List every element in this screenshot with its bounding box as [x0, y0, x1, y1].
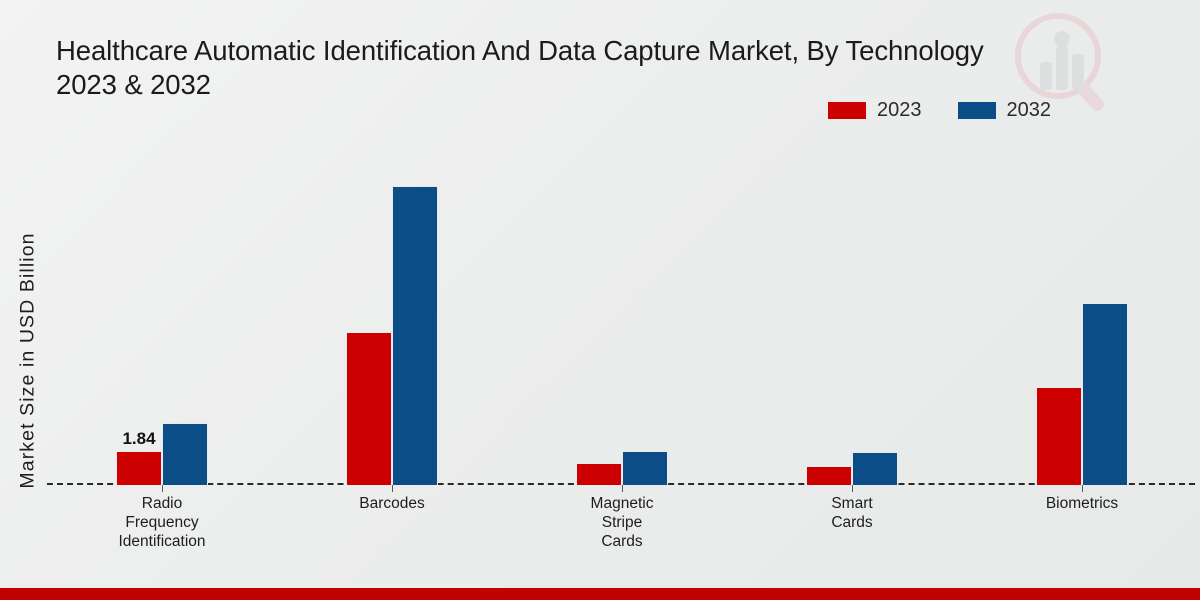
x-category-label-2: Magnetic Stripe Cards: [590, 495, 654, 550]
bar-group-3: Smart Cards: [737, 150, 967, 531]
bar-2032-1[interactable]: [392, 186, 438, 485]
bar-2032-2[interactable]: [622, 450, 668, 485]
bar-2023-2[interactable]: [576, 463, 622, 485]
plot-area: 1.84 Radio Frequency Identification Barc…: [47, 150, 1197, 550]
x-category-label-3: Smart Cards: [831, 495, 873, 531]
chart-legend: 2023 2032: [828, 100, 1051, 120]
bar-group-0: 1.84 Radio Frequency Identification: [47, 150, 277, 550]
bar-2023-1[interactable]: [346, 332, 392, 485]
bar-2032-0[interactable]: [162, 422, 208, 485]
y-axis-title: Market Size in USD Billion: [16, 232, 39, 489]
bar-2032-3[interactable]: [852, 452, 898, 485]
bar-2023-3[interactable]: [806, 466, 852, 485]
bar-2023-4[interactable]: [1036, 386, 1082, 485]
bar-2023-0[interactable]: 1.84: [116, 429, 162, 485]
chart-title: Healthcare Automatic Identification And …: [56, 35, 984, 100]
bar-2032-4[interactable]: [1082, 302, 1128, 485]
bar-group-2: Magnetic Stripe Cards: [507, 150, 737, 550]
bottom-accent-strip: [0, 588, 1200, 600]
x-category-label-0: Radio Frequency Identification: [118, 495, 206, 550]
legend-item-2032[interactable]: 2032: [957, 99, 1052, 121]
legend-label-2023: 2023: [877, 99, 922, 121]
legend-label-2032: 2032: [1006, 99, 1052, 121]
bar-group-1: Barcodes: [277, 150, 507, 512]
x-category-label-1: Barcodes: [359, 495, 425, 512]
x-tick-3: [852, 485, 853, 492]
bar-value-label-0: 1.84: [122, 428, 156, 448]
x-tick-4: [1082, 485, 1083, 492]
x-tick-2: [622, 485, 623, 492]
x-category-label-4: Biometrics: [1045, 495, 1119, 512]
legend-swatch-2032: [957, 101, 996, 119]
legend-swatch-2023: [828, 101, 866, 119]
x-tick-1: [392, 485, 393, 492]
legend-item-2023[interactable]: 2023: [828, 100, 922, 120]
x-tick-0: [162, 485, 163, 492]
bar-group-4: Biometrics: [967, 150, 1197, 512]
